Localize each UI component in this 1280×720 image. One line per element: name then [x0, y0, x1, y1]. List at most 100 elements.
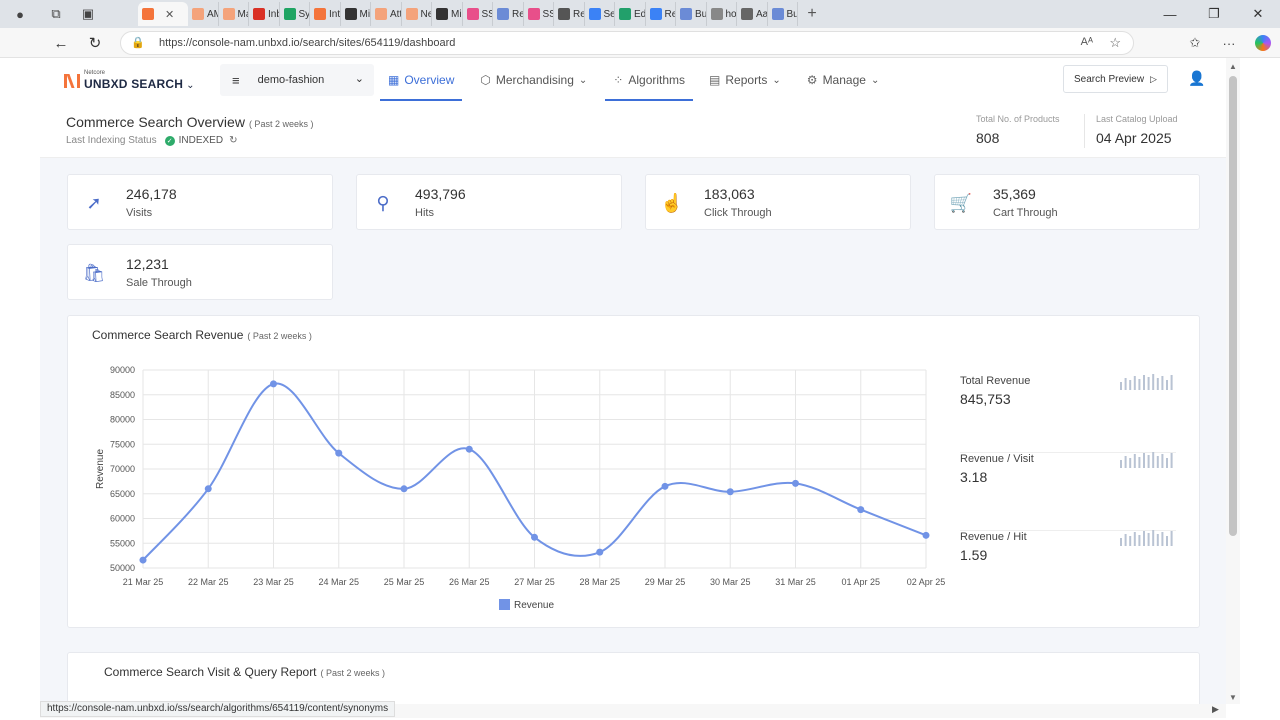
sparkline-bar — [1156, 534, 1159, 546]
browser-tab[interactable]: Res — [554, 2, 585, 26]
sparkline-bar — [1124, 378, 1127, 390]
lock-icon[interactable]: 🔒 — [131, 37, 145, 49]
total-products-value: 808 — [976, 130, 1000, 146]
profile-icon[interactable]: ● — [16, 6, 24, 22]
restore-icon[interactable]: ❐ — [1208, 6, 1220, 21]
copilot-icon[interactable] — [1255, 35, 1271, 51]
search-preview-button[interactable]: Search Preview ▷ — [1063, 65, 1168, 93]
sparkline-bar — [1147, 455, 1150, 468]
stat-value: 3.18 — [960, 469, 988, 485]
x-tick-label: 26 Mar 25 — [449, 577, 490, 587]
metric-label: Click Through — [704, 207, 772, 219]
revenue-per-visit-stat: Revenue / Visit 3.18 — [960, 452, 1176, 531]
scroll-up-icon[interactable]: ▲ — [1229, 62, 1237, 71]
stat-value: 845,753 — [960, 391, 1011, 407]
chevron-down-icon: ⌄ — [186, 80, 195, 91]
browser-tab[interactable]: Mini — [341, 2, 371, 26]
back-icon[interactable]: ← — [53, 34, 69, 52]
browser-tab[interactable]: Aarc — [737, 2, 768, 26]
metric-click-through: ☝ 183,063 Click Through — [645, 174, 911, 230]
scroll-down-icon[interactable]: ▼ — [1229, 693, 1237, 702]
data-point — [922, 531, 930, 539]
browser-tab[interactable]: Netc — [402, 2, 432, 26]
address-bar[interactable]: 🔒 https://console-nam.unbxd.io/search/si… — [120, 31, 1134, 55]
browser-tab[interactable]: Max — [219, 2, 249, 26]
x-tick-label: 29 Mar 25 — [645, 577, 686, 587]
browser-tab[interactable]: SS 1 — [463, 2, 493, 26]
nav-algorithms[interactable]: ⁘ Algorithms — [605, 58, 693, 102]
favorite-star-icon[interactable]: ☆ — [1109, 35, 1121, 50]
page-scrollbar[interactable]: ▲ ▼ — [1226, 58, 1240, 704]
report-icon: ▤ — [709, 73, 721, 87]
sparkline-bar — [1143, 453, 1145, 468]
data-point — [726, 488, 734, 496]
nav-overview[interactable]: ▦ Overview — [380, 58, 463, 102]
page-margin-left — [0, 58, 40, 720]
browser-tab[interactable]: Attri — [371, 2, 402, 26]
tab-label: Reu — [664, 8, 676, 20]
workspaces-icon[interactable]: ⧉ — [51, 6, 61, 21]
site-selector[interactable]: ≡ demo-fashion ⌄ — [220, 64, 374, 96]
divider — [960, 452, 1176, 453]
tab-favicon-icon — [619, 8, 631, 20]
new-tab-button[interactable]: + — [807, 5, 817, 22]
scroll-right-icon[interactable]: ▶ — [1212, 704, 1219, 714]
nav-reports[interactable]: ▤ Reports ⌄ — [701, 58, 789, 102]
read-aloud-icon[interactable]: Aᴬ — [1080, 36, 1093, 48]
minimize-icon[interactable]: — — [1163, 6, 1177, 22]
unbxd-logo[interactable]: Netcore UNBXD SEARCH ⌄ — [64, 70, 195, 92]
tab-favicon-icon — [588, 8, 601, 20]
reload-icon[interactable]: ↻ — [88, 35, 102, 52]
tab-favicon-icon — [375, 8, 387, 20]
tab-label: SS 1 — [481, 8, 493, 20]
sparkline-bar — [1143, 531, 1145, 546]
data-point — [139, 556, 147, 564]
sparkline-bar — [1120, 460, 1122, 468]
page-margin-right — [1240, 58, 1280, 720]
tab-label: Mini — [359, 8, 371, 20]
browser-tab[interactable]: AMI — [188, 2, 219, 26]
browser-tab[interactable]: Rele — [493, 2, 524, 26]
sparkline-icon — [1120, 374, 1173, 390]
browser-tab[interactable]: Inbo — [249, 2, 280, 26]
y-tick-label: 60000 — [110, 514, 135, 524]
logo-product: UNBXD SEARCH — [84, 77, 184, 91]
browser-tab[interactable]: Mini — [432, 2, 463, 26]
browser-tab[interactable]: Segi — [585, 2, 615, 26]
nav-label: Overview — [404, 73, 455, 87]
tab-label: Res — [573, 8, 584, 20]
close-icon[interactable]: ✕ — [1252, 6, 1264, 21]
refresh-icon[interactable]: ↻ — [229, 135, 238, 146]
scrollbar-thumb[interactable] — [1229, 76, 1237, 536]
close-tab-icon[interactable]: ✕ — [165, 8, 175, 21]
metric-value: 35,369 — [993, 186, 1036, 202]
nav-merchandising[interactable]: ⬡ Merchandising ⌄ — [472, 58, 595, 102]
favorites-icon[interactable]: ✩ — [1189, 35, 1201, 50]
sparkline-bar — [1129, 458, 1132, 468]
user-icon[interactable]: 👤 — [1188, 70, 1206, 86]
nav-manage[interactable]: ⚙ Manage ⌄ — [799, 58, 888, 102]
browser-tab[interactable]: Bulk — [676, 2, 707, 26]
search-icon: ⚲ — [376, 192, 390, 213]
tab-label: Bulk — [786, 8, 798, 20]
more-icon[interactable]: ··· — [1222, 35, 1236, 51]
browser-tab[interactable]: ✕ — [138, 2, 188, 26]
browser-tab[interactable]: SS 1 — [524, 2, 554, 26]
browser-tab[interactable]: Intro — [310, 2, 341, 26]
tab-actions-icon[interactable]: ▣ — [81, 6, 95, 21]
browser-tab[interactable]: Edit — [615, 2, 646, 26]
browser-tab[interactable]: Sync — [280, 2, 310, 26]
status-bar-url: https://console-nam.unbxd.io/ss/search/a… — [40, 701, 396, 717]
metric-label: Hits — [415, 207, 434, 219]
browser-tab[interactable]: Reu — [646, 2, 676, 26]
sparkline-bar — [1156, 456, 1159, 468]
browser-tab[interactable]: Bulk — [768, 2, 798, 26]
site-name: demo-fashion — [257, 74, 325, 86]
nodes-icon: ⁘ — [613, 73, 624, 87]
y-tick-label: 90000 — [110, 365, 135, 375]
x-tick-label: 01 Apr 25 — [841, 577, 880, 587]
window-controls: — ❐ ✕ — [1148, 0, 1280, 28]
browser-tab[interactable]: how — [707, 2, 737, 26]
data-point — [596, 548, 604, 556]
cursor-icon: ➚ — [86, 192, 102, 213]
